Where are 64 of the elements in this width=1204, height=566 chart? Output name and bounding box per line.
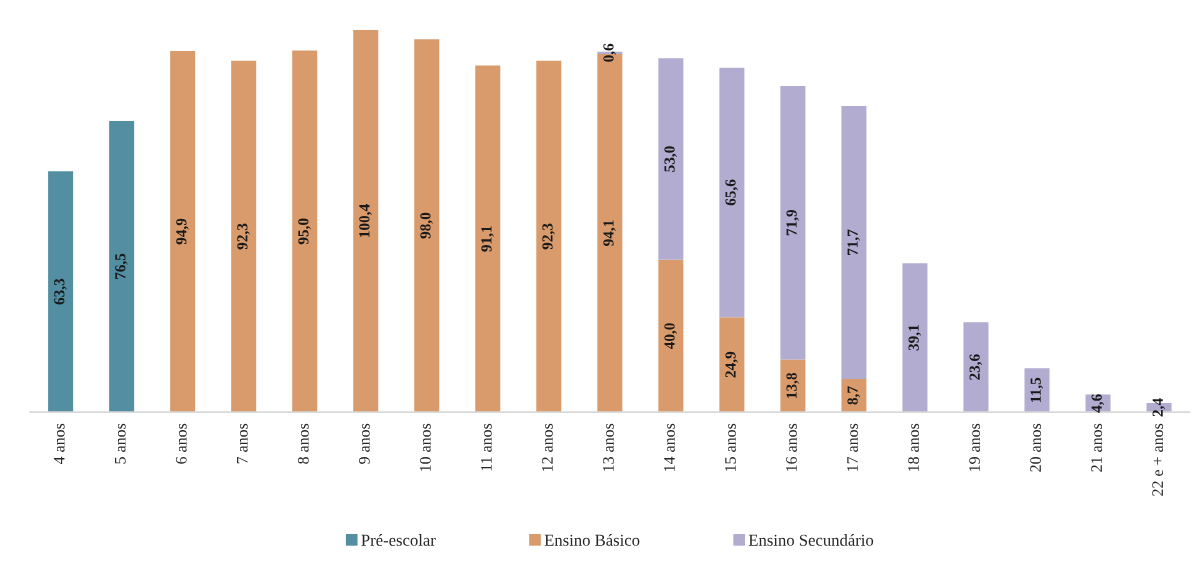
bar <box>292 50 318 413</box>
data-label: 13,8 <box>786 372 799 398</box>
data-label: 8,7 <box>847 386 860 405</box>
legend-label: Pré-escolar <box>361 534 436 546</box>
x-tick-label: 12 anos <box>542 423 553 471</box>
bar <box>719 317 745 413</box>
data-label: 0,6 <box>603 43 616 62</box>
data-label: 2,4 <box>1152 398 1166 417</box>
data-label: 76,5 <box>115 253 128 279</box>
x-tick-label: 18 anos <box>908 423 919 471</box>
data-label: 65,6 <box>725 179 738 206</box>
data-label: 92,3 <box>237 223 250 250</box>
x-tick-label: 11 anos <box>481 423 492 471</box>
x-tick-label: 17 anos <box>847 423 858 471</box>
x-tick-label: 16 anos <box>786 423 797 471</box>
bar <box>719 67 745 318</box>
x-tick-label: 8 anos <box>297 423 309 464</box>
x-tick-label: 15 anos <box>725 423 736 471</box>
x-tick-label: 19 anos <box>969 423 980 471</box>
data-label: 53,0 <box>664 146 677 172</box>
data-label: 95,0 <box>298 218 311 245</box>
data-label: 4,6 <box>1091 394 1105 413</box>
x-tick-label: 14 anos <box>664 423 675 471</box>
data-label: 92,3 <box>542 223 555 250</box>
x-tick-label: 20 anos <box>1030 423 1041 472</box>
bar <box>414 39 440 413</box>
bar <box>109 120 135 413</box>
data-label: 98,0 <box>420 212 433 239</box>
legend-label: Ensino Secundário <box>748 534 874 546</box>
bar <box>475 65 501 413</box>
bar <box>841 106 867 379</box>
data-label: 11,5 <box>1030 377 1044 402</box>
bar <box>658 58 684 260</box>
bar <box>536 60 562 413</box>
data-label: 71,7 <box>847 229 860 256</box>
data-label: 100,4 <box>359 204 372 237</box>
x-tick-label: 7 anos <box>237 423 248 464</box>
data-label: 23,6 <box>969 354 983 380</box>
legend-label: Ensino Básico <box>544 534 640 546</box>
data-label: 94,1 <box>603 220 616 246</box>
data-label: 24,9 <box>725 351 738 378</box>
data-label: 71,9 <box>786 209 799 236</box>
data-label: 94,9 <box>176 218 189 245</box>
bar <box>170 50 196 413</box>
bar <box>353 30 379 413</box>
data-label: 63,3 <box>54 278 67 305</box>
x-tick-label: 22 e + anos <box>1152 423 1164 496</box>
x-tick-label: 10 anos <box>419 423 431 471</box>
x-tick-label: 5 anos <box>115 423 126 464</box>
bar <box>780 85 806 360</box>
x-tick-label: 6 anos <box>175 423 187 464</box>
x-tick-label: 4 anos <box>53 423 65 465</box>
data-label: 40,0 <box>664 323 677 350</box>
x-tick-label: 21 anos <box>1091 423 1103 472</box>
bar <box>658 259 684 413</box>
x-tick-label: 9 anos <box>359 423 370 464</box>
bar <box>902 263 928 413</box>
bar <box>1024 368 1050 413</box>
bar <box>963 322 989 413</box>
bar <box>231 60 257 413</box>
x-tick-label: 13 anos <box>603 423 614 471</box>
data-label: 91,1 <box>481 226 494 252</box>
bar <box>48 171 74 413</box>
data-label: 39,1 <box>908 325 921 351</box>
